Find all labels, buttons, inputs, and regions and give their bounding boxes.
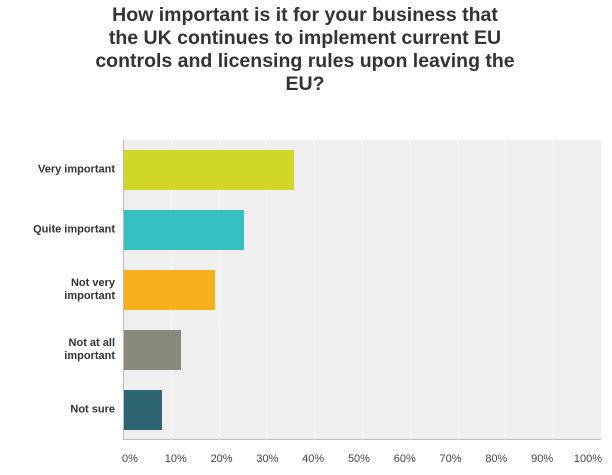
x-tick-label: 50% (347, 453, 370, 465)
grid-line (457, 140, 459, 440)
grid-line (314, 140, 316, 440)
y-tick-label: Not very important (64, 277, 115, 302)
x-tick-label: 10% (164, 453, 187, 465)
chart-title: How important is it for your business th… (95, 4, 515, 95)
y-tick-label: Not at all important (64, 337, 115, 362)
bar (124, 210, 244, 250)
grid-line (505, 140, 507, 440)
y-tick-label: Not sure (70, 403, 115, 416)
x-tick-label: 30% (256, 453, 279, 465)
y-tick-label: Very important (37, 163, 115, 176)
bar (124, 390, 163, 430)
x-tick-label: 90% (531, 453, 554, 465)
grid-line (409, 140, 411, 440)
x-tick-label: 70% (439, 453, 462, 465)
x-tick-label: 40% (302, 453, 325, 465)
x-tick-label: 0% (122, 453, 138, 465)
grid-line (553, 140, 555, 440)
grid-line (266, 140, 268, 440)
x-tick-label: 100% (573, 453, 602, 465)
bar (124, 150, 294, 190)
grid-line (362, 140, 363, 440)
x-tick-label: 80% (485, 453, 508, 465)
x-tick-label: 60% (393, 453, 416, 465)
y-tick-label: Quite important (33, 223, 115, 236)
grid-line (218, 140, 220, 440)
grid-line (601, 140, 602, 440)
plot-area (123, 140, 602, 440)
x-tick-label: 20% (210, 453, 233, 465)
bar (124, 330, 182, 370)
bar (124, 270, 215, 310)
